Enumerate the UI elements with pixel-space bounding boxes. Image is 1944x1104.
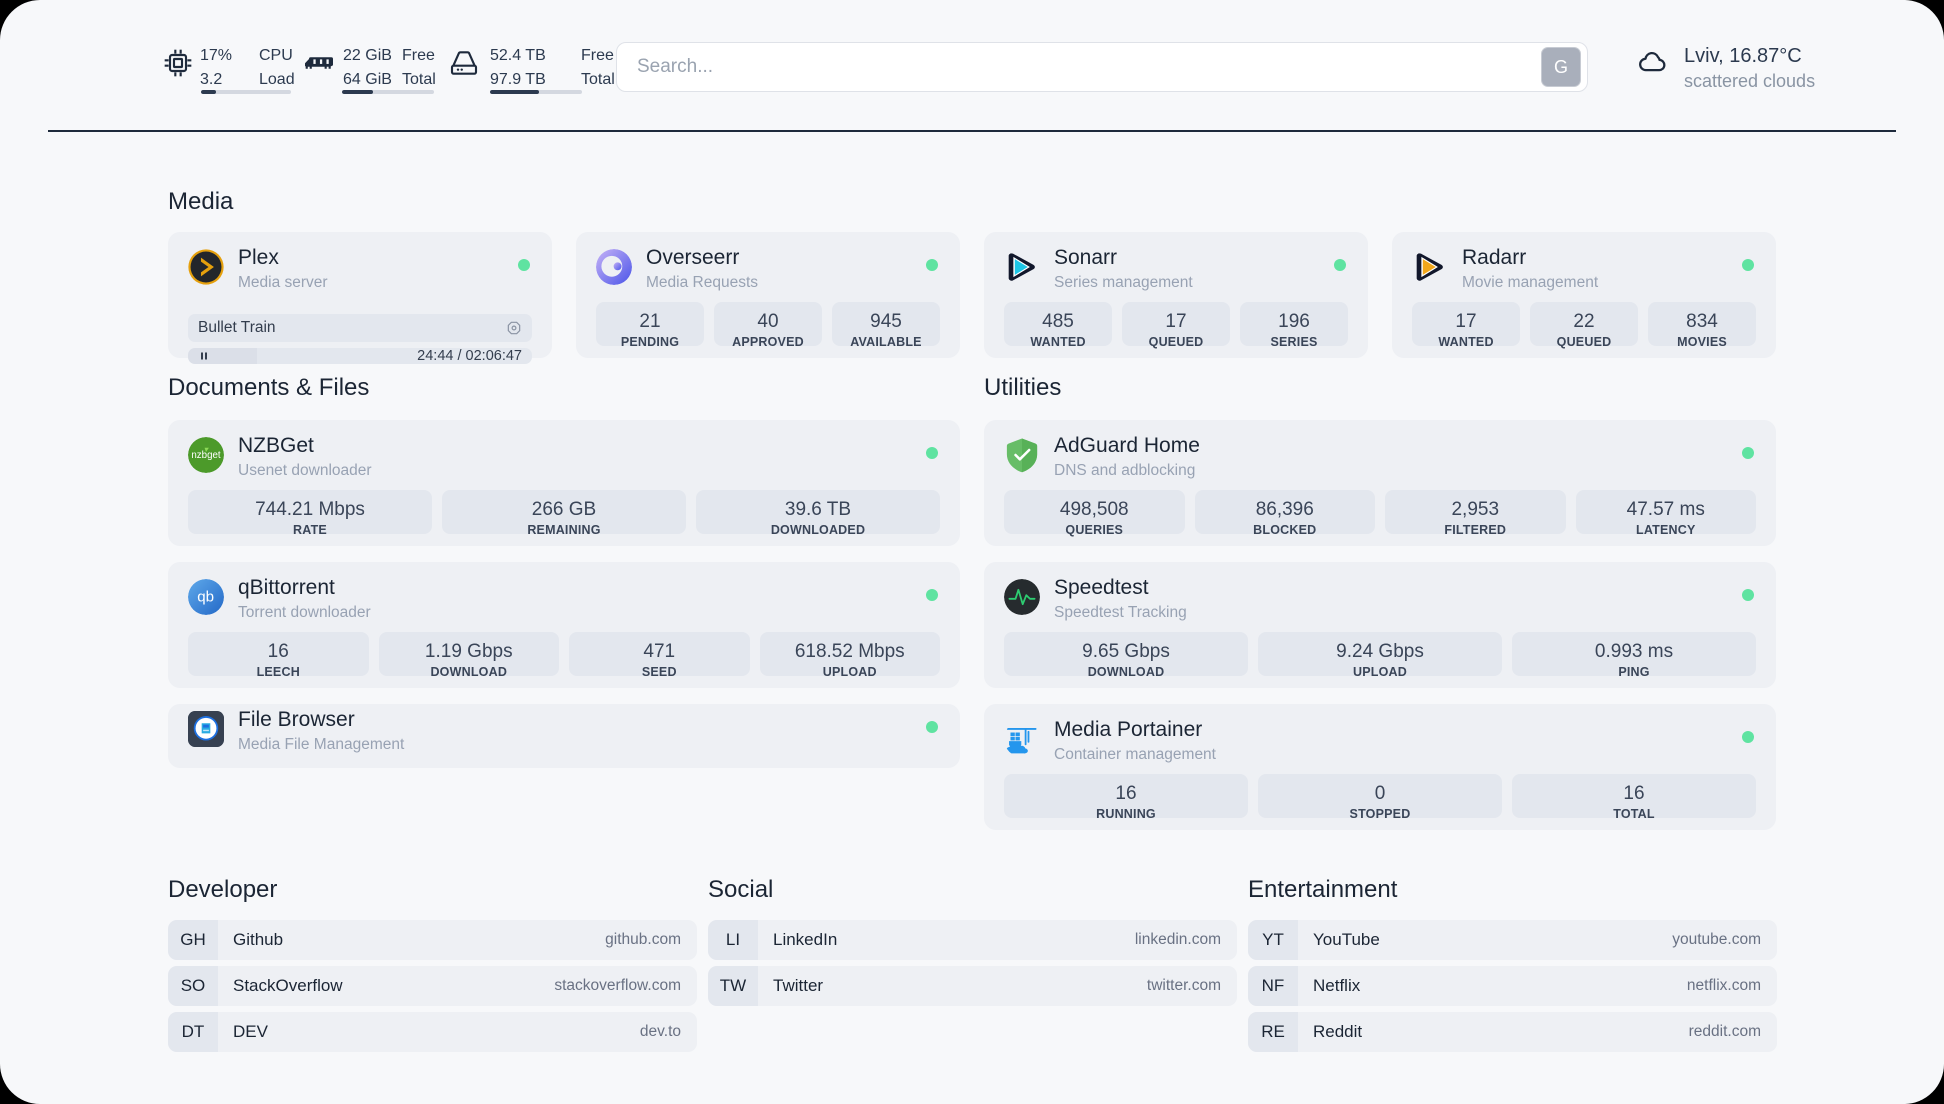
svg-text:qb: qb — [197, 589, 214, 606]
